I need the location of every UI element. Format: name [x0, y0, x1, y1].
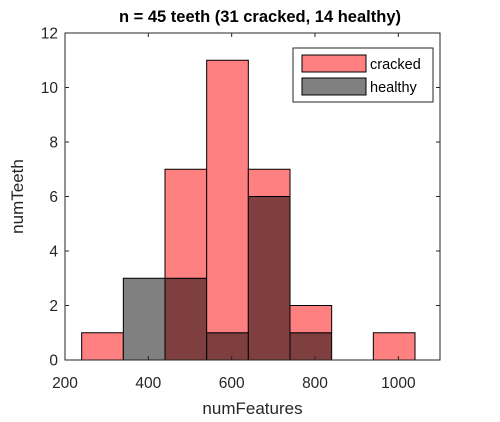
bar-overlap-540 — [206, 332, 249, 361]
x-tick-label-800: 800 — [302, 375, 328, 392]
y-tick-label-4: 4 — [49, 244, 58, 261]
y-axis-label: numTeeth — [8, 159, 27, 234]
legend-swatch-healthy — [301, 77, 367, 96]
bars-group — [81, 59, 416, 361]
bar-cracked-440 — [164, 168, 208, 279]
legend: cracked healthy — [292, 47, 434, 103]
bar-cracked-740 — [289, 305, 333, 334]
legend-label-healthy: healthy — [370, 80, 418, 96]
x-tick-label-400: 400 — [135, 375, 161, 392]
bar-overlap-440 — [164, 277, 208, 361]
ticks-group: 200 400 600 800 1000 0 2 4 6 8 10 12 — [41, 26, 440, 392]
y-tick-label-8: 8 — [49, 135, 58, 152]
legend-swatch-cracked — [301, 54, 367, 73]
bar-healthy-340 — [122, 277, 166, 361]
chart-title: n = 45 teeth (31 cracked, 14 healthy) — [119, 8, 401, 26]
legend-label-cracked: cracked — [370, 57, 421, 73]
x-axis-label: numFeatures — [202, 399, 302, 418]
bar-cracked-940 — [372, 332, 416, 361]
y-tick-label-6: 6 — [49, 189, 58, 206]
x-tick-label-200: 200 — [52, 375, 78, 392]
bar-overlap-740 — [289, 332, 333, 361]
y-tick-label-0: 0 — [49, 353, 58, 370]
y-tick-label-10: 10 — [41, 80, 59, 97]
bar-cracked-640 — [247, 168, 291, 197]
bar-cracked-540 — [206, 59, 249, 334]
bar-overlap-640 — [247, 196, 291, 361]
x-tick-label-1000: 1000 — [381, 375, 416, 392]
bar-cracked-240 — [81, 332, 124, 361]
y-tick-label-2: 2 — [49, 298, 58, 315]
x-tick-label-600: 600 — [219, 375, 245, 392]
y-tick-label-12: 12 — [41, 26, 58, 43]
